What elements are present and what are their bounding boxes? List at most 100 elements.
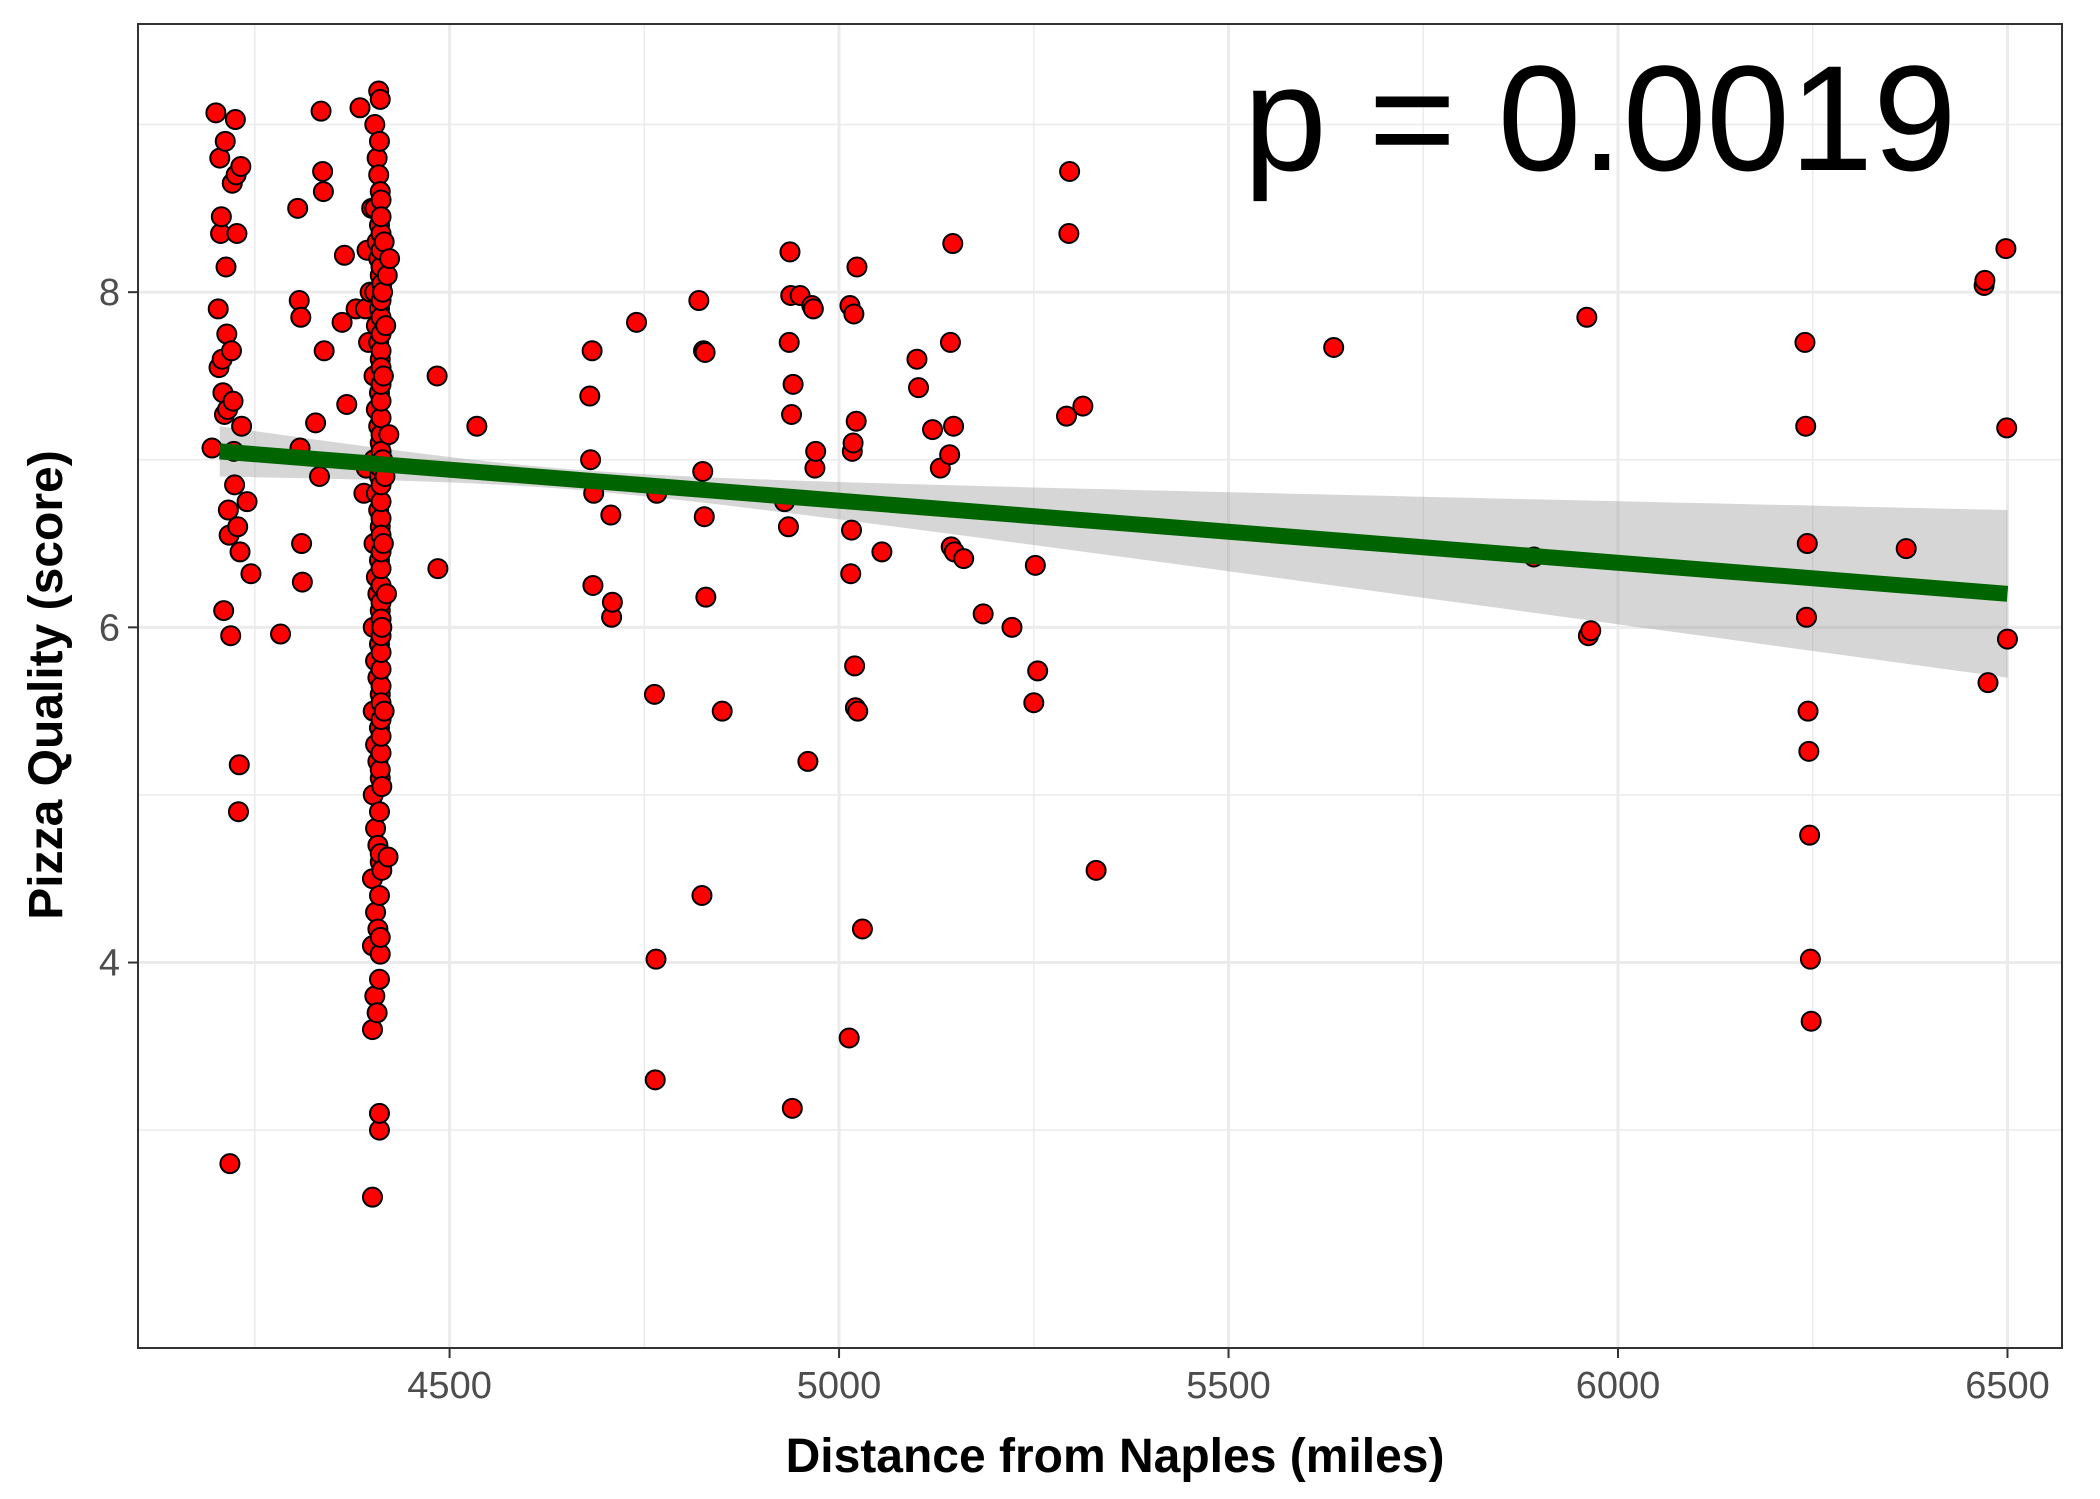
data-point	[1796, 533, 1818, 555]
data-point	[1796, 606, 1818, 628]
y-tick-label: 4	[99, 943, 120, 985]
data-point	[688, 290, 710, 312]
data-point	[838, 1027, 860, 1049]
data-point	[231, 415, 253, 437]
data-point	[201, 437, 223, 459]
data-point	[291, 533, 313, 555]
data-point	[375, 583, 397, 605]
data-point	[1795, 415, 1817, 437]
data-point	[336, 393, 358, 415]
data-point	[310, 100, 332, 122]
data-point	[1798, 740, 1820, 762]
data-point	[291, 571, 313, 593]
data-point	[229, 541, 251, 563]
data-point	[219, 1153, 241, 1175]
data-point	[781, 1097, 803, 1119]
x-axis-ticks: 4500 5000 5500 6000 6500	[407, 1348, 2050, 1407]
data-point	[368, 801, 390, 823]
data-point	[939, 331, 961, 353]
data-point	[214, 130, 236, 152]
data-point	[908, 377, 930, 399]
data-point	[224, 474, 246, 496]
data-point	[779, 241, 801, 263]
data-point	[1977, 672, 1999, 694]
data-point	[694, 341, 716, 363]
data-point	[217, 499, 239, 521]
data-point	[361, 1186, 383, 1208]
data-point	[333, 244, 355, 266]
data-point	[227, 516, 249, 538]
data-point	[1027, 660, 1049, 682]
data-point	[1024, 554, 1046, 576]
data-point	[777, 516, 799, 538]
data-point	[375, 315, 397, 337]
data-point	[370, 206, 392, 228]
data-point	[368, 130, 390, 152]
x-tick-label: 6500	[1965, 1365, 2050, 1407]
data-point	[466, 415, 488, 437]
data-point	[581, 340, 603, 362]
major-gridlines	[138, 24, 2062, 1348]
data-point	[1323, 336, 1345, 358]
data-point	[847, 700, 869, 722]
data-point	[1995, 238, 2017, 260]
data-point	[1974, 269, 1996, 291]
data-point	[943, 415, 965, 437]
data-point	[601, 591, 623, 613]
data-point	[1996, 417, 2018, 439]
data-point	[846, 256, 868, 278]
data-point	[626, 311, 648, 333]
data-point	[368, 1102, 390, 1124]
data-point	[692, 460, 714, 482]
data-point	[220, 625, 242, 647]
data-point	[371, 616, 393, 638]
y-axis-ticks: 4 6 8	[99, 272, 138, 985]
x-tick-label: 4500	[407, 1365, 492, 1407]
data-point	[215, 256, 237, 278]
data-point	[1580, 620, 1602, 642]
data-point	[693, 506, 715, 528]
data-point	[372, 365, 394, 387]
data-point	[1058, 222, 1080, 244]
data-point	[842, 432, 864, 454]
data-point	[213, 600, 235, 622]
data-point	[871, 541, 893, 563]
data-point	[207, 298, 229, 320]
data-point	[368, 968, 390, 990]
data-point	[377, 846, 399, 868]
data-point	[378, 424, 400, 446]
data-point	[1056, 405, 1078, 427]
x-axis-title: Distance from Naples (miles)	[786, 1430, 1445, 1483]
x-tick-label: 5500	[1186, 1365, 1271, 1407]
data-point	[379, 248, 401, 270]
data-point	[1799, 824, 1821, 846]
data-point	[939, 444, 961, 466]
data-point	[797, 750, 819, 772]
data-point	[1794, 331, 1816, 353]
data-point	[844, 655, 866, 677]
data-point	[224, 109, 246, 131]
y-tick-label: 6	[99, 607, 120, 649]
data-point	[840, 563, 862, 585]
data-point	[1001, 616, 1023, 638]
data-point	[1072, 395, 1094, 417]
data-point	[372, 533, 394, 555]
data-point	[781, 403, 803, 425]
data-point	[841, 519, 863, 541]
y-tick-label: 8	[99, 272, 120, 314]
data-point	[695, 586, 717, 608]
data-point	[230, 155, 252, 177]
data-point	[691, 884, 713, 906]
data-point	[349, 97, 371, 119]
data-point	[1895, 538, 1917, 560]
data-point	[366, 1002, 388, 1024]
p-value-annotation: p = 0.0019	[1243, 34, 1956, 202]
data-point	[805, 440, 827, 462]
data-point	[922, 419, 944, 441]
data-point	[220, 340, 242, 362]
regression-line-layer	[219, 443, 2009, 602]
minor-gridlines	[138, 24, 2062, 1348]
plot-panel-border	[137, 23, 2063, 1349]
data-point	[579, 385, 601, 407]
